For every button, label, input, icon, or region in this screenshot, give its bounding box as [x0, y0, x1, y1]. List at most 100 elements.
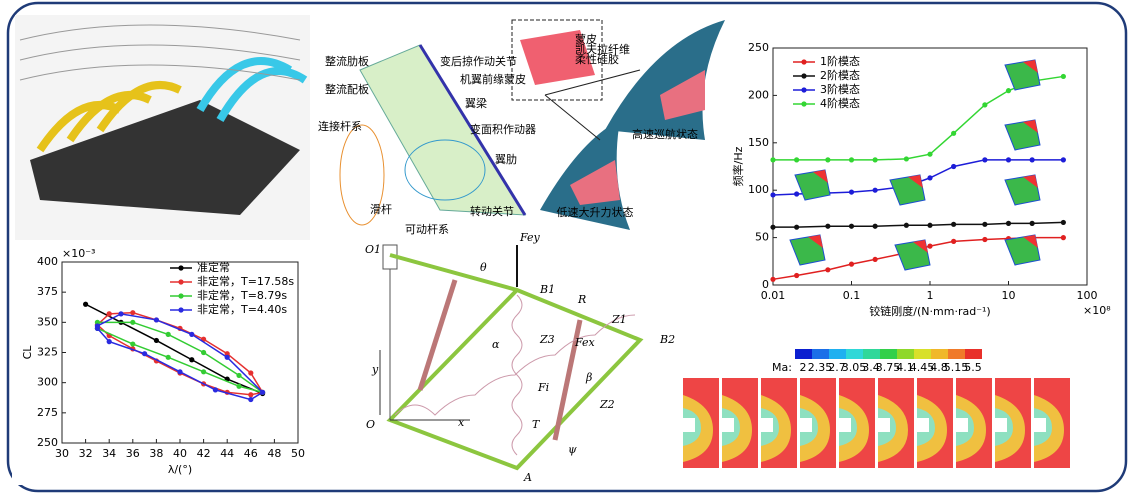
data-point — [153, 337, 159, 344]
x-tick-label: 100 — [1077, 289, 1098, 302]
data-point — [1005, 157, 1012, 163]
data-point — [106, 339, 112, 345]
mechanism-label: β — [585, 371, 592, 384]
colorbar-cell — [863, 349, 880, 359]
x-tick-label: 40 — [173, 447, 187, 460]
body — [878, 418, 890, 432]
data-point — [794, 191, 800, 197]
data-point — [130, 341, 136, 347]
data-point — [794, 272, 800, 279]
structure-label: 变后掠作动关节 — [440, 54, 517, 68]
x-axis-label: λ/(°) — [168, 463, 192, 476]
y-tick-label: 325 — [37, 346, 58, 359]
data-point — [1029, 220, 1035, 226]
mechanism-label: Fey — [519, 231, 541, 244]
data-point — [1005, 88, 1012, 94]
x-tick-label: 0.1 — [843, 289, 861, 302]
y-axis-label: 频率/Hz — [731, 146, 745, 186]
colorbar-tick: 4.45 — [910, 361, 935, 374]
mode-shape-hot — [913, 240, 928, 253]
y-tick-label: 375 — [37, 285, 58, 298]
y-tick-label: 400 — [37, 255, 58, 268]
data-point — [951, 221, 957, 227]
data-point — [106, 311, 112, 317]
y-tick-label: 50 — [755, 231, 769, 244]
structure-label: 变面积作动器 — [470, 122, 536, 136]
mechanism-label: Z1 — [611, 313, 627, 326]
data-point — [1060, 219, 1066, 226]
mechanism-label: O — [366, 418, 375, 431]
x-tick-label: 46 — [244, 447, 258, 460]
mode-shape-hot — [1023, 60, 1038, 73]
body — [683, 418, 695, 432]
data-point — [951, 130, 957, 136]
legend-marker — [178, 293, 184, 299]
axis-multiplier: ×10⁸ — [1083, 304, 1111, 317]
x-tick-label: 1 — [927, 289, 934, 302]
legend-marker — [801, 101, 807, 107]
x-tick-label: 36 — [126, 447, 140, 460]
data-point — [1060, 73, 1066, 80]
body — [839, 418, 851, 432]
data-point — [1060, 235, 1066, 241]
data-point — [165, 331, 171, 337]
legend-label: 4阶模态 — [820, 96, 860, 110]
y-tick-label: 250 — [748, 41, 769, 54]
colorbar-cell — [965, 349, 982, 359]
y-axis-label: CL — [21, 345, 34, 360]
data-point — [848, 157, 855, 163]
x-axis-label: 铰链刚度/(N·mm·rad⁻¹) — [869, 304, 990, 318]
body — [956, 418, 968, 432]
legend-marker — [801, 73, 807, 79]
mode-shape-hot — [908, 175, 923, 188]
data-point — [83, 301, 89, 307]
data-point — [927, 175, 933, 181]
data-point — [872, 157, 878, 163]
colorbar-tick: 3.05 — [842, 361, 867, 374]
colorbar-cell — [914, 349, 931, 359]
data-point — [794, 224, 800, 230]
body — [722, 418, 734, 432]
legend-label: 准定常 — [197, 260, 230, 274]
data-point — [848, 261, 855, 267]
colorbar-tick: 2 — [800, 361, 807, 374]
data-point — [94, 319, 100, 325]
y-tick-label: 350 — [37, 315, 58, 328]
data-point — [189, 331, 195, 337]
structure-label: 翼梁 — [465, 96, 487, 110]
mechanism-label: y — [371, 363, 379, 376]
data-point — [201, 369, 207, 375]
legend-label: 3阶模态 — [820, 82, 860, 96]
data-point — [130, 319, 136, 325]
colorbar-tick: 4.8 — [930, 361, 948, 374]
y-tick-label: 100 — [748, 183, 769, 196]
x-tick-label: 10 — [1002, 289, 1016, 302]
legend-label: 非定常，T=4.40s — [197, 302, 287, 316]
mechanism-label: α — [492, 338, 500, 351]
colorbar-tick: 2.7 — [828, 361, 846, 374]
colorbar-tick: 5.5 — [964, 361, 982, 374]
legend-marker — [801, 87, 807, 93]
data-point — [118, 311, 124, 317]
data-point — [770, 192, 776, 198]
series-line — [773, 221, 1064, 228]
mechanism-label: T — [532, 418, 541, 431]
data-point — [177, 369, 183, 375]
data-point — [236, 372, 242, 379]
data-point — [248, 392, 254, 398]
data-point — [189, 357, 195, 363]
colorbar-tick: 4.1 — [896, 361, 914, 374]
mechanism-label: A — [523, 471, 532, 484]
mode-shape-hot — [1023, 120, 1038, 133]
mechanism-label: B1 — [539, 283, 555, 296]
data-point — [130, 310, 136, 316]
data-point — [825, 223, 831, 229]
legend-marker — [178, 307, 184, 313]
data-point — [982, 236, 988, 243]
x-tick-label: 50 — [291, 447, 305, 460]
colorbar-cell — [880, 349, 897, 359]
data-point — [770, 224, 776, 230]
colorbar-cell — [795, 349, 812, 359]
legend-label: 非定常，T=8.79s — [197, 288, 287, 302]
data-point — [248, 370, 254, 376]
